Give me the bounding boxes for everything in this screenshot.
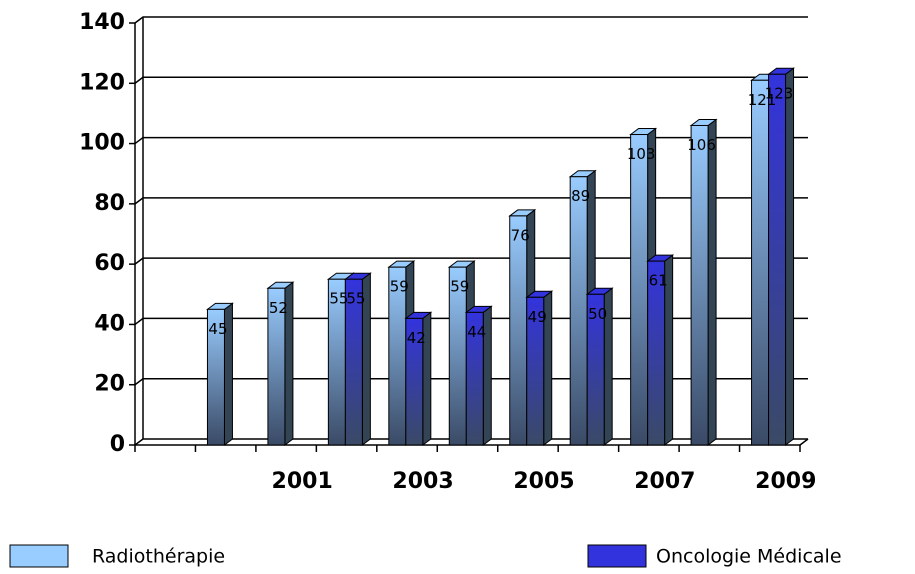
legend-label: Radiothérapie <box>92 546 225 568</box>
y-tick-label: 80 <box>94 191 125 216</box>
x-tick-label: 2003 <box>392 469 453 494</box>
bar <box>569 176 588 446</box>
data-label: 89 <box>571 187 590 205</box>
bar <box>206 308 225 446</box>
data-label: 55 <box>346 290 365 308</box>
legend-swatch <box>9 544 69 568</box>
bar <box>465 311 484 446</box>
bar <box>344 278 363 446</box>
data-label: 59 <box>450 278 469 296</box>
x-tick-label: 2005 <box>513 469 574 494</box>
data-label: 103 <box>627 145 656 163</box>
x-tick-label: 2009 <box>755 469 816 494</box>
bar <box>267 287 286 446</box>
bar-side <box>785 67 795 446</box>
bar <box>647 260 666 446</box>
data-label: 123 <box>765 85 794 103</box>
data-label: 49 <box>528 308 547 326</box>
bar <box>586 293 605 446</box>
x-tick-label: 2001 <box>272 469 333 494</box>
grid-line <box>134 16 808 24</box>
bar <box>630 134 649 446</box>
data-label: 59 <box>390 278 409 296</box>
bar <box>405 317 424 446</box>
y-tick-label: 40 <box>94 311 125 336</box>
y-tick-label: 100 <box>79 131 125 156</box>
bar <box>526 296 545 446</box>
y-tick-label: 140 <box>79 10 125 35</box>
y-tick-label: 120 <box>79 70 125 95</box>
data-label: 55 <box>329 290 348 308</box>
bar-side <box>707 118 717 446</box>
data-label: 44 <box>467 323 486 341</box>
bar <box>751 79 770 446</box>
data-label: 61 <box>649 272 668 290</box>
data-label: 50 <box>588 305 607 323</box>
data-label: 45 <box>208 320 227 338</box>
grid-line <box>134 76 808 84</box>
data-label: 42 <box>407 329 426 347</box>
data-label: 106 <box>687 136 716 154</box>
legend-label: Oncologie Médicale <box>656 546 842 568</box>
data-label: 52 <box>269 299 288 317</box>
x-tick-label: 2007 <box>634 469 695 494</box>
y-tick-label: 60 <box>94 251 125 276</box>
bar <box>509 215 528 446</box>
bar <box>768 73 787 446</box>
bar <box>690 124 709 446</box>
data-label: 121 <box>748 91 777 109</box>
data-label: 76 <box>511 226 530 244</box>
y-tick-label: 20 <box>94 372 125 397</box>
y-tick-label: 0 <box>110 432 125 457</box>
x-axis-end <box>799 438 809 446</box>
legend-swatch <box>587 544 647 568</box>
